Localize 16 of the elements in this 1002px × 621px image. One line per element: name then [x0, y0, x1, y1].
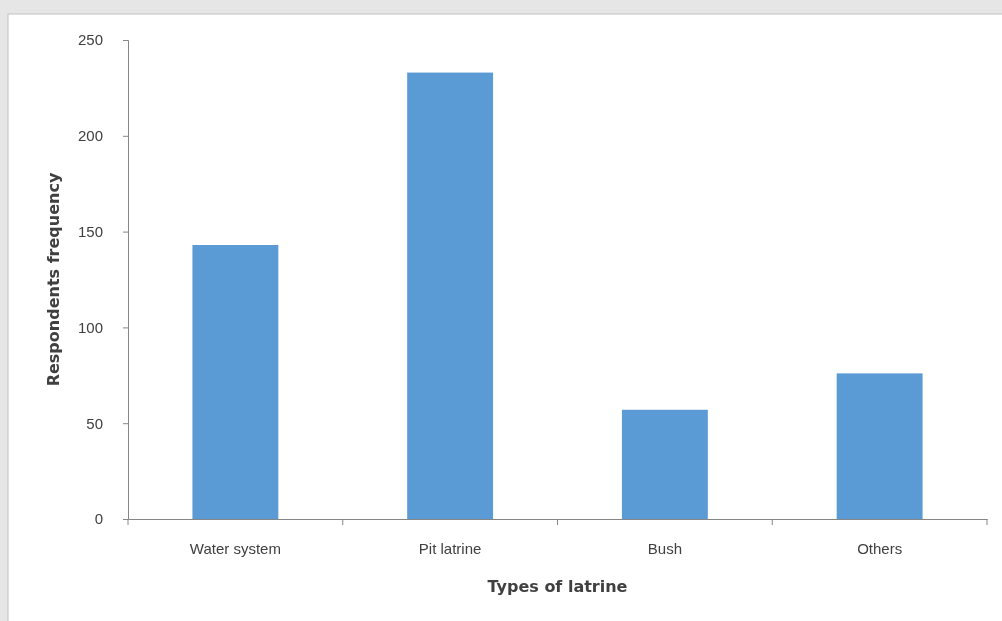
- x-tick-label: Water system: [189, 539, 281, 557]
- y-tick-label: 50: [86, 414, 103, 432]
- y-tick-label: 0: [94, 510, 103, 528]
- x-tick-label: Bush: [647, 539, 682, 557]
- y-axis-title: Respondents frequency: [44, 172, 63, 387]
- bar: [836, 373, 923, 519]
- bar: [621, 409, 708, 519]
- bar: [192, 245, 279, 519]
- y-tick-label: 150: [77, 222, 103, 240]
- x-axis-title: Types of latrine: [487, 577, 628, 596]
- y-tick-label: 100: [77, 318, 103, 336]
- y-tick-label: 200: [77, 127, 103, 145]
- y-tick-label: 250: [77, 31, 103, 49]
- x-tick-label: Pit latrine: [418, 539, 482, 557]
- bar: [407, 72, 494, 519]
- x-tick-label: Others: [857, 539, 903, 557]
